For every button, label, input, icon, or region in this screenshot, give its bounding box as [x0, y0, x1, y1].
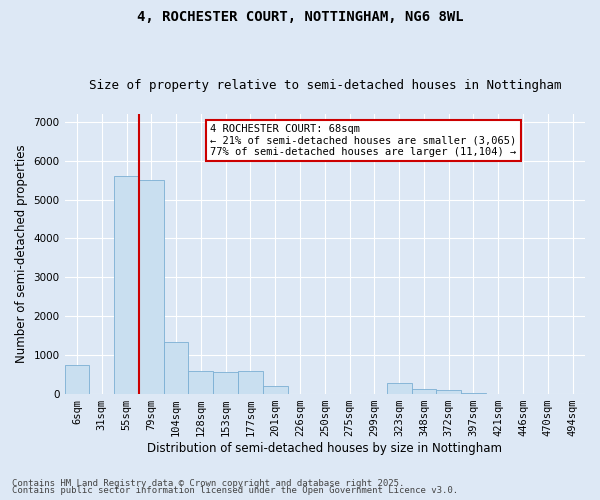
Bar [139, 180, 164, 394]
Bar [412, 389, 436, 394]
Title: Size of property relative to semi-detached houses in Nottingham: Size of property relative to semi-detach… [89, 79, 561, 92]
Text: Contains public sector information licensed under the Open Government Licence v3: Contains public sector information licen… [12, 486, 458, 495]
Bar [164, 342, 188, 394]
Bar [461, 392, 486, 394]
Text: Contains HM Land Registry data © Crown copyright and database right 2025.: Contains HM Land Registry data © Crown c… [12, 478, 404, 488]
Y-axis label: Number of semi-detached properties: Number of semi-detached properties [15, 144, 28, 364]
Bar [213, 372, 238, 394]
Bar [263, 386, 287, 394]
Text: 4, ROCHESTER COURT, NOTTINGHAM, NG6 8WL: 4, ROCHESTER COURT, NOTTINGHAM, NG6 8WL [137, 10, 463, 24]
Bar [436, 390, 461, 394]
X-axis label: Distribution of semi-detached houses by size in Nottingham: Distribution of semi-detached houses by … [147, 442, 502, 455]
Bar [238, 371, 263, 394]
Text: 4 ROCHESTER COURT: 68sqm
← 21% of semi-detached houses are smaller (3,065)
77% o: 4 ROCHESTER COURT: 68sqm ← 21% of semi-d… [210, 124, 517, 157]
Bar [114, 176, 139, 394]
Bar [65, 365, 89, 394]
Bar [387, 383, 412, 394]
Bar [188, 370, 213, 394]
